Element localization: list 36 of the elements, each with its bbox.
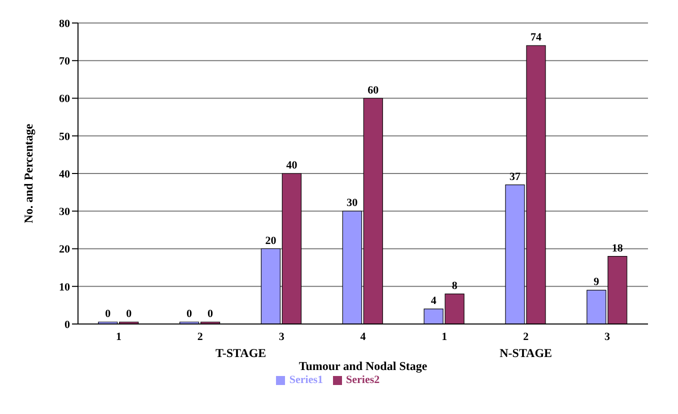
data-label: 30 [346,197,358,210]
data-label: 8 [452,280,458,292]
x-tick-label: 3 [604,330,611,343]
data-label: 37 [510,170,521,183]
y-tick-label: 70 [59,56,70,68]
y-tick-label: 0 [64,318,70,331]
x-tick-label: 4 [360,330,366,343]
text: T-STAGE [215,346,266,360]
text: N-STAGE [498,346,554,361]
y-tick-label: 10 [59,281,70,294]
data-label: 60 [368,84,380,96]
data-label: 74 [530,32,542,44]
data-label: 40 [286,160,298,172]
x-tick-label: 1 [442,330,448,343]
y-tick-label: 50 [59,130,70,143]
y-tick-label: 30 [59,206,70,218]
x-tick-label: 2 [197,330,204,343]
x-tick-label: 1 [116,330,122,343]
y-tick-label: 80 [59,18,70,30]
data-label: 18 [612,242,624,254]
data-label: 0 [186,308,193,320]
data-label: 9 [594,276,600,288]
x-tick-label: 3 [278,330,285,343]
data-label: 4 [430,294,437,307]
y-tick-label: 40 [59,168,70,180]
data-label: 20 [265,234,277,247]
data-label: 0 [126,308,132,320]
y-tick-label: 60 [59,93,70,106]
x-tick-label: 2 [523,330,530,343]
legend-label: Series2 [346,374,380,386]
legend-label: Series1 [289,374,323,386]
data-label: 0 [105,308,112,320]
x-axis-title: Tumour and Nodal Stage [298,359,428,373]
y-tick-label: 20 [59,244,70,256]
data-label: 0 [208,308,214,320]
y-axis-title: No. and Percentage [21,123,36,224]
